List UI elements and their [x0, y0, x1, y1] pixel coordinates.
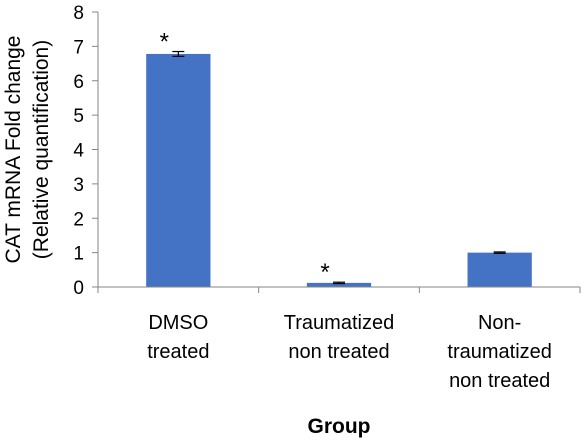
significance-asterisk: *	[320, 259, 329, 286]
y-axis-title-line-1: CAT mRNA Fold change	[2, 36, 25, 264]
y-tick-label: 1	[73, 244, 84, 265]
x-category-label: Non-	[478, 312, 521, 334]
y-tick-label: 0	[73, 278, 84, 299]
bar	[146, 53, 211, 287]
x-category-label: non treated	[288, 341, 389, 363]
y-tick-label: 6	[73, 72, 84, 93]
y-tick-label: 8	[73, 3, 84, 24]
error-bar	[172, 50, 185, 57]
x-category-label: traumatized	[447, 341, 552, 363]
bar	[467, 252, 532, 287]
bars: **	[146, 29, 532, 287]
y-tick-label: 5	[73, 106, 84, 127]
bar	[306, 282, 372, 287]
y-tick-label: 4	[73, 141, 84, 162]
significance-asterisk: *	[160, 29, 169, 56]
x-category-label: Traumatized	[284, 312, 394, 334]
x-category-label: non treated	[449, 370, 550, 392]
error-bar	[493, 251, 506, 254]
error-bar	[333, 281, 345, 285]
y-tick-label: 3	[73, 175, 84, 196]
x-axis: DMSO treated Traumatized non treated Non-tra…	[97, 286, 581, 392]
x-axis-title: Group	[308, 415, 371, 438]
y-axis-title-line-2: (Relative quantification)	[30, 40, 53, 259]
x-category-label: DMSO	[148, 312, 208, 334]
y-tick-label: 2	[73, 209, 84, 230]
y-axis: 0 1 2 3 4 5 6 7 8	[73, 3, 99, 299]
y-tick-label: 7	[73, 37, 84, 58]
x-category-label: treated	[147, 341, 209, 363]
